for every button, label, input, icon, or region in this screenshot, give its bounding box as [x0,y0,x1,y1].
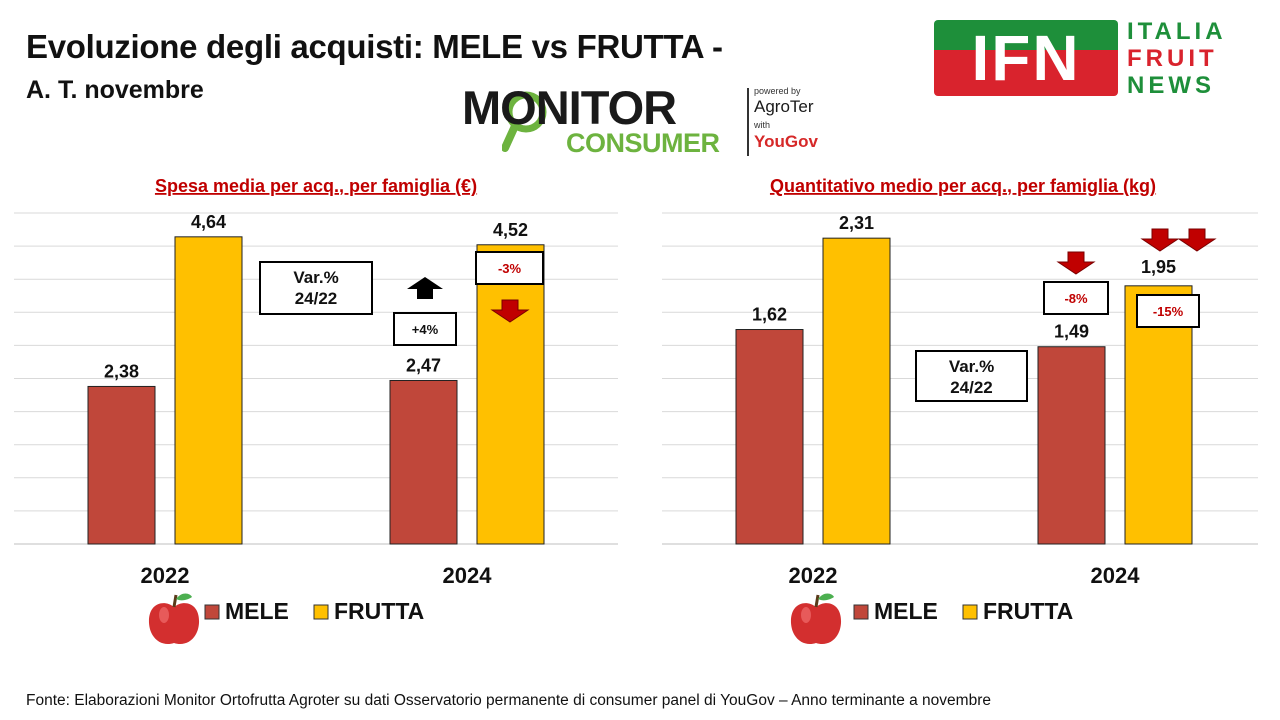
var-box-line2: 24/22 [295,289,338,308]
x-tick-label: 2022 [789,563,838,588]
logo-divider [747,88,749,156]
legend-swatch-mele [853,604,869,620]
chart-spesa-svg: Spesa media per acq., per famiglia (€) 2,… [14,176,618,645]
var-box [259,261,373,315]
down-arrow-icon [1056,251,1096,275]
up-arrow-icon [407,277,443,299]
ifn-wordmark: ITALIA FRUIT NEWS [1127,18,1242,99]
x-tick-label: 2024 [1091,563,1141,588]
bar-mele-2024 [1037,346,1106,545]
bar-frutta-2024 [476,244,545,545]
var-box-line1: Var.% [949,357,994,376]
variation-label: +4% [412,322,439,337]
data-label: 4,64 [191,212,226,232]
var-box [915,350,1028,402]
powered-by-text: powered by [754,86,801,96]
variation-label: -8% [1064,291,1088,306]
agroter-text: AgroTer [754,97,814,116]
with-text: with [754,120,771,130]
bar-frutta-2022 [822,237,891,545]
data-label: 1,49 [1054,322,1089,342]
x-tick-label: 2024 [443,563,493,588]
page-subtitle: A. T. novembre [26,76,204,104]
bar-mele-2022 [87,385,156,545]
legend-label-frutta: FRUTTA [983,598,1073,624]
chart-title: Quantitativo medio per acq., per famigli… [770,176,1156,196]
bar-frutta-2022 [174,236,243,545]
var-box-line1: Var.% [293,268,338,287]
down-arrow-icon [1140,228,1180,252]
bar-mele-2022 [735,329,804,545]
yougov-text: YouGov [754,132,818,151]
chart-quantitativo: Quantitativo medio per acq., per famigli… [640,168,1280,668]
ifn-word-italia: ITALIA [1127,18,1227,45]
data-label: 4,52 [493,220,528,240]
variation-box [1043,281,1109,315]
down-arrow-icon [1177,228,1217,252]
var-box-line2: 24/22 [950,378,993,397]
data-label: 2,31 [839,213,874,233]
data-label: 2,47 [406,355,441,375]
variation-box [475,251,544,285]
bar-mele-2024 [389,379,458,545]
ifn-logo: IFN ITALIA FRUIT NEWS [934,18,1244,100]
consumer-word: CONSUMER [566,128,720,158]
legend-label-frutta: FRUTTA [334,598,424,624]
legend-swatch-frutta [962,604,978,620]
data-label: 1,95 [1141,257,1176,277]
down-arrow-icon [490,299,530,323]
apple-icon [148,593,200,645]
ifn-mark-text: IFN [971,22,1081,94]
variation-box [393,312,457,346]
variation-box [1136,294,1200,328]
legend-label-mele: MELE [874,598,938,624]
source-footnote: Fonte: Elaborazioni Monitor Ortofrutta A… [26,692,991,709]
magnifier-icon [502,91,547,152]
bar-frutta-2024 [1124,285,1193,545]
variation-label: -3% [498,261,522,276]
legend-swatch-frutta [313,604,329,620]
ifn-mark: IFN [934,20,1118,96]
legend-swatch-mele [204,604,220,620]
chart-quantitativo-svg: Quantitativo medio per acq., per famigli… [662,176,1258,645]
chart-title: Spesa media per acq., per famiglia (€) [155,176,477,196]
monitor-consumer-logo: MONITOR CONSUMER powered by AgroTer with… [462,84,832,164]
ifn-word-fruit: FRUIT [1127,45,1218,72]
legend-label-mele: MELE [225,598,289,624]
ifn-word-news: NEWS [1127,72,1215,99]
data-label: 1,62 [752,305,787,325]
page-title: Evoluzione degli acquisti: MELE vs FRUTT… [26,28,723,65]
data-label: 2,38 [104,361,139,381]
apple-icon [790,593,842,645]
chart-spesa: Spesa media per acq., per famiglia (€) 2,… [0,168,640,668]
x-tick-label: 2022 [141,563,190,588]
monitor-word: MONITOR [462,81,677,134]
variation-label: -15% [1153,304,1184,319]
